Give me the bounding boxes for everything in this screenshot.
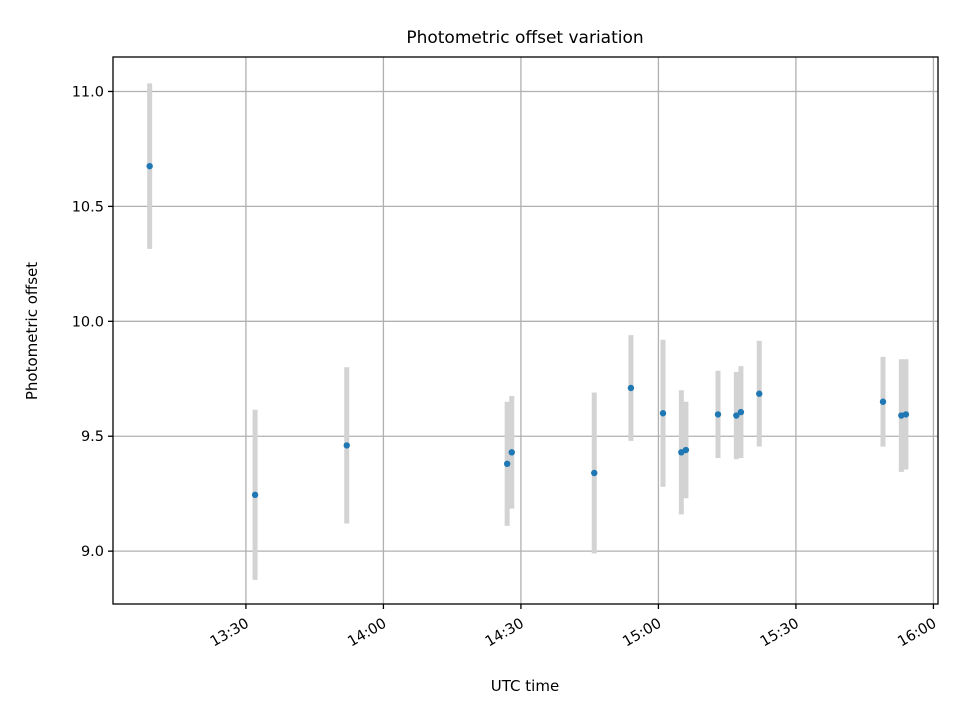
x-tick-label: 14:30 — [483, 616, 527, 651]
data-point — [682, 446, 690, 454]
data-point — [343, 442, 350, 449]
chart-title: Photometric offset variation — [406, 28, 643, 48]
plot-frame — [112, 56, 939, 605]
x-axis-label: UTC time — [491, 677, 559, 695]
data-point — [591, 469, 598, 477]
y-tick-label: 11.0 — [72, 84, 104, 100]
data-point — [737, 408, 745, 416]
x-tick-label: 14:00 — [345, 616, 389, 651]
y-tick-label: 9.5 — [81, 429, 104, 445]
x-tick-label: 15:30 — [758, 616, 802, 651]
data-point — [733, 412, 740, 419]
data-point — [508, 449, 515, 456]
data-point — [146, 162, 153, 170]
y-axis-ticks: 9.0 9.5 10.0 10.5 11.0 — [72, 84, 113, 560]
data-point — [902, 411, 910, 418]
error-bars — [147, 83, 909, 580]
data-point — [879, 398, 887, 405]
y-axis-label: Photometric offset — [23, 262, 41, 400]
y-tick-label: 10.0 — [72, 314, 104, 330]
x-tick-label: 15:00 — [620, 616, 664, 651]
data-point — [251, 491, 259, 499]
x-axis-ticks: 13:30 14:00 14:30 15:00 15:30 16:00 — [208, 604, 939, 651]
data-point — [714, 411, 722, 418]
y-tick-label: 9.0 — [81, 544, 104, 560]
data-point — [659, 410, 667, 417]
y-tick-label: 10.5 — [72, 199, 104, 215]
grid — [113, 57, 938, 604]
x-tick-label: 13:30 — [208, 616, 252, 651]
data-points — [146, 162, 910, 499]
x-tick-label: 16:00 — [895, 616, 939, 651]
data-point — [503, 460, 511, 468]
data-point — [756, 390, 763, 397]
data-point — [627, 384, 635, 392]
